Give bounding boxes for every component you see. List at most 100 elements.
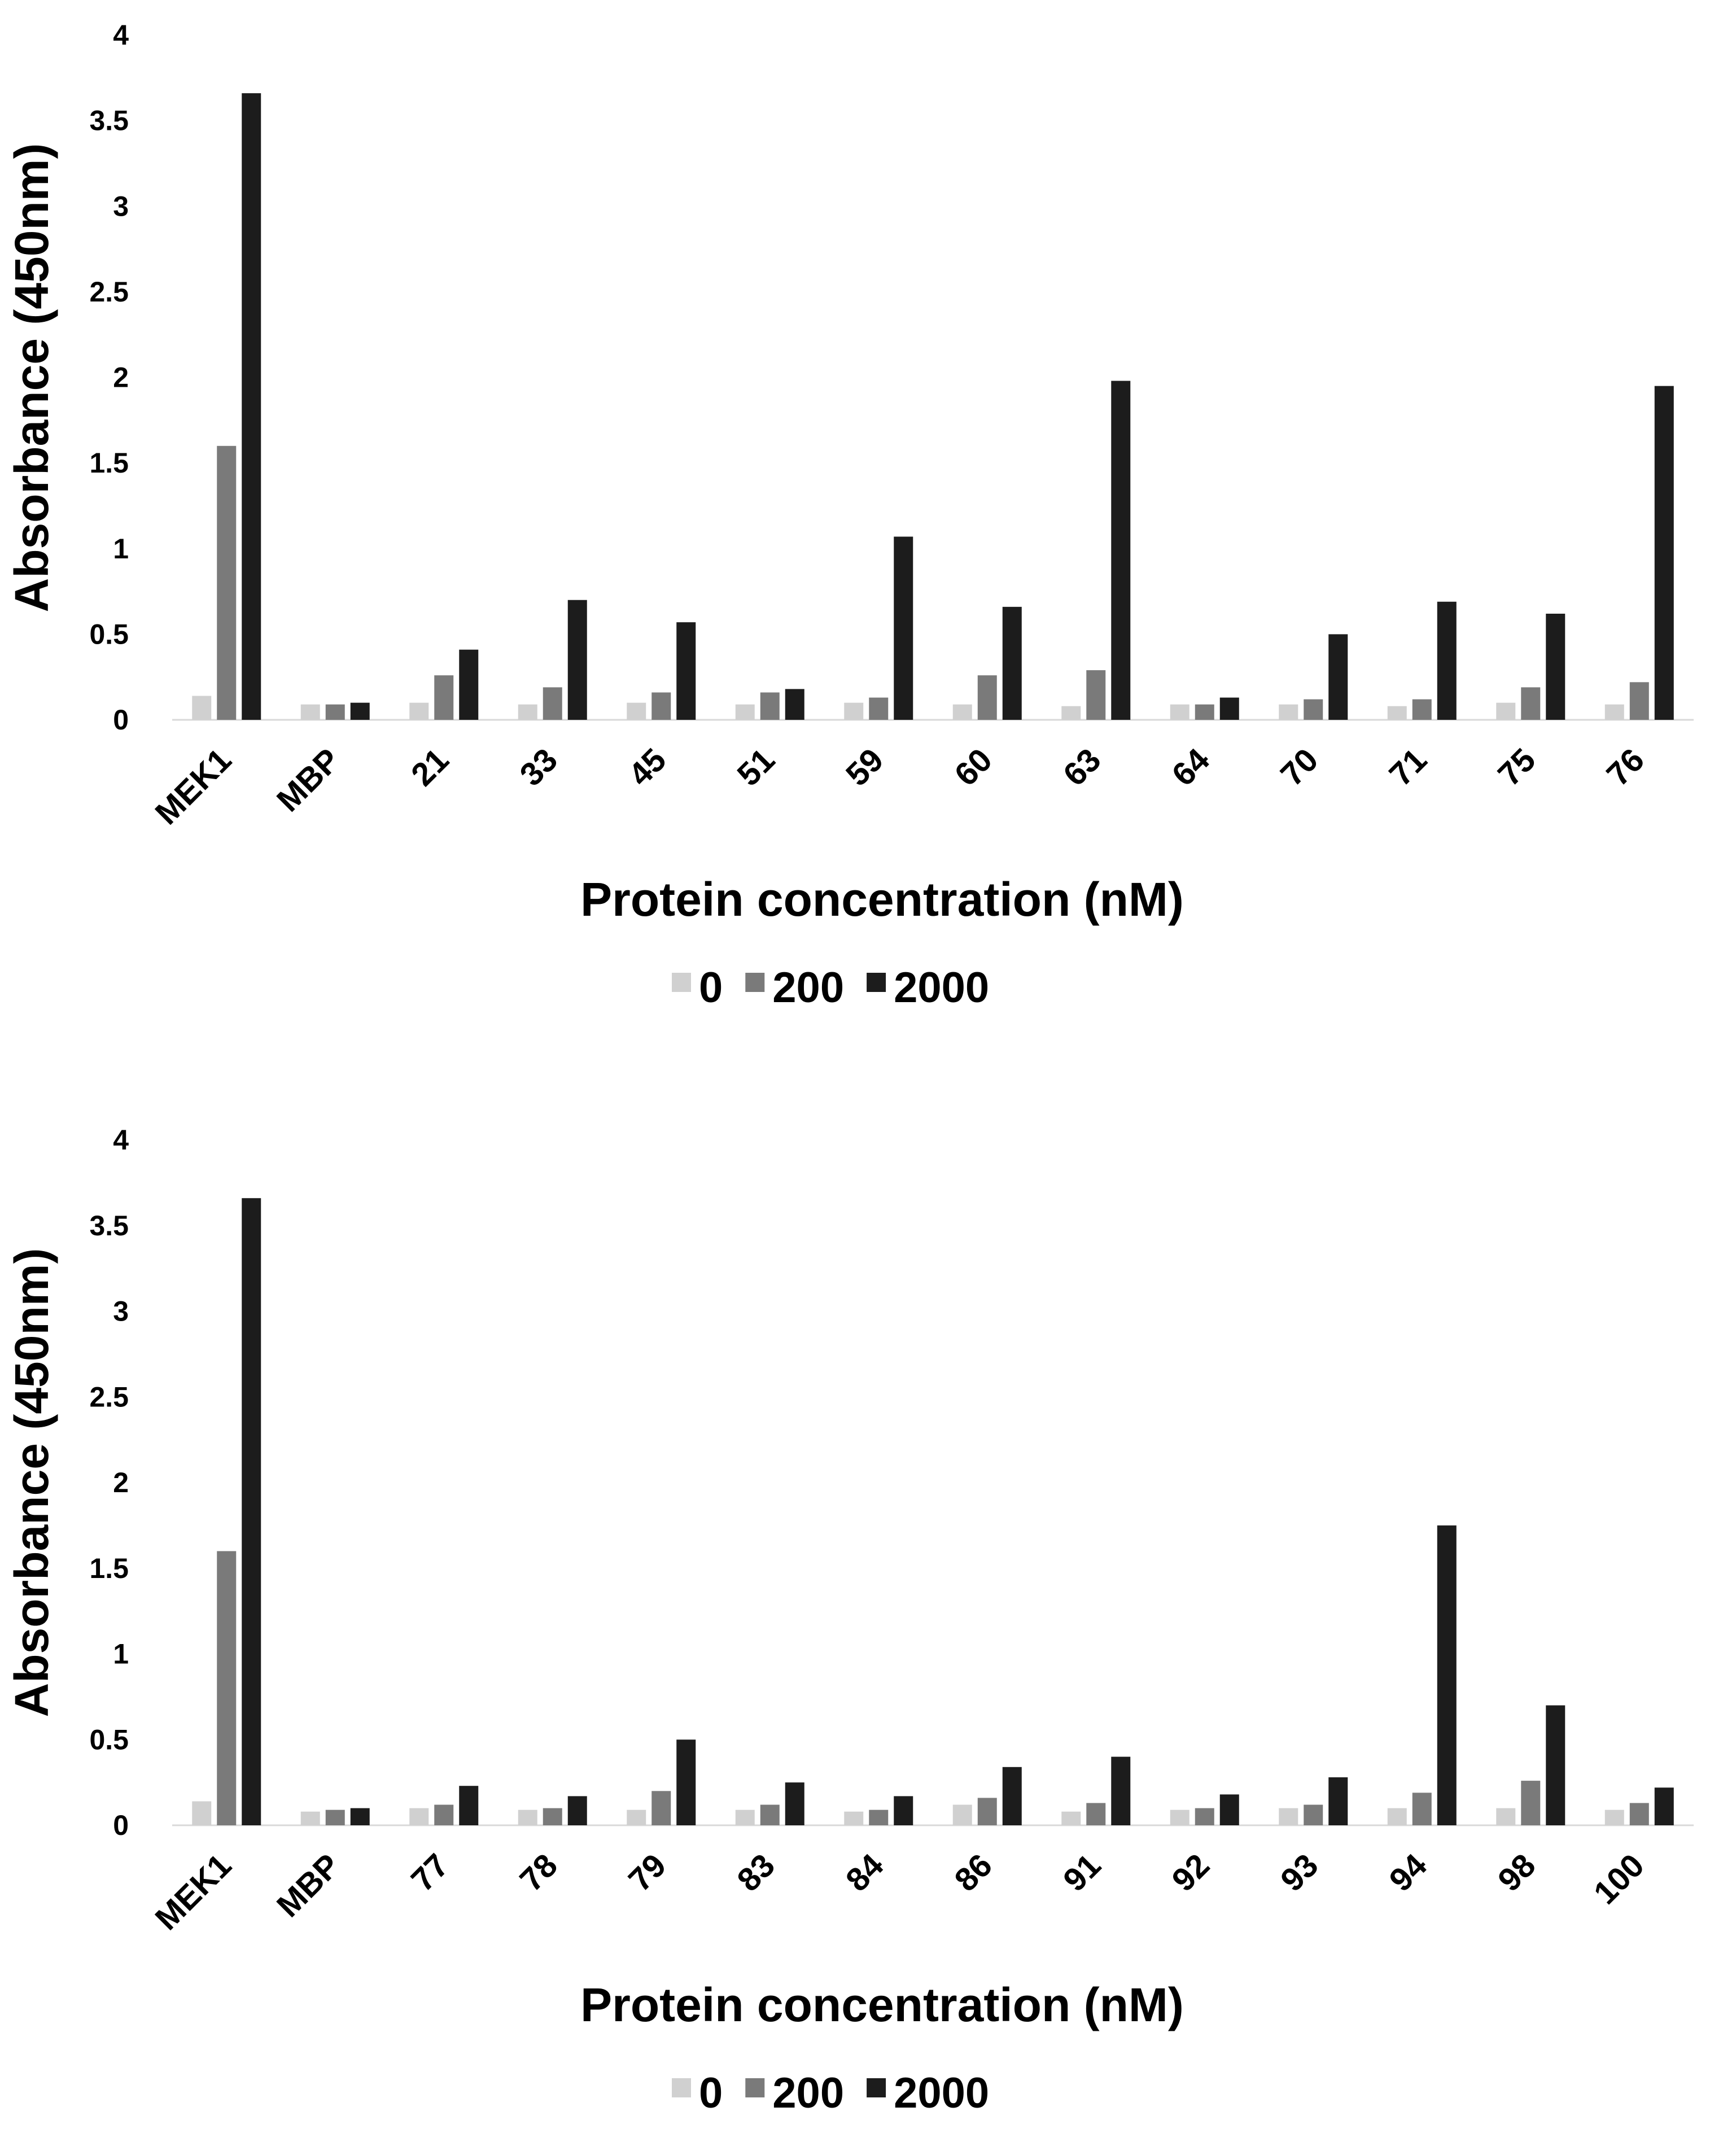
bar-93-200 <box>1304 1804 1323 1825</box>
y-tick-label: 0.5 <box>89 1724 129 1755</box>
bar-76-200 <box>1629 682 1649 720</box>
bar-71-0 <box>1387 706 1407 720</box>
bar-92-2000 <box>1219 1794 1239 1825</box>
x-tick-label: 71 <box>1382 741 1434 793</box>
y-tick-label: 3.5 <box>89 1210 129 1242</box>
legend-swatch-0 <box>672 2078 691 2097</box>
bar-MEK1-0 <box>192 1801 212 1825</box>
y-axis-title: Absorbance (450nm) <box>5 143 58 613</box>
x-axis-ticks: MEK1 MBP 77 78 79 83 84 86 91 92 93 94 98 100 <box>148 1847 1651 1937</box>
legend-swatch-2000 <box>867 2078 886 2097</box>
bar-83-2000 <box>785 1782 804 1825</box>
bar-45-0 <box>627 702 646 720</box>
bar-75-2000 <box>1546 613 1566 720</box>
bar-84-0 <box>844 1811 864 1825</box>
bar-75-0 <box>1496 702 1516 720</box>
bar-MEK1-200 <box>217 1551 237 1825</box>
x-tick-label: MBP <box>270 1847 347 1924</box>
x-tick-label: 83 <box>730 1847 782 1899</box>
legend-swatch-0 <box>672 973 691 992</box>
bar-33-200 <box>543 687 562 720</box>
bar-MBP-200 <box>325 704 345 720</box>
bar-59-0 <box>844 702 864 720</box>
y-tick-label: 2 <box>113 362 129 394</box>
x-axis-title: Protein concentration (nM) <box>580 1978 1184 2031</box>
bar-21-0 <box>409 702 429 720</box>
bar-70-0 <box>1279 704 1298 720</box>
legend-label-2000: 2000 <box>894 964 989 1012</box>
chart-bottom: 0 0.5 1 1.5 2 2.5 3 3.5 4 MEK1 MBP 77 78 79 83 84 86 91 9… <box>5 1124 1694 2117</box>
bar-86-0 <box>952 1804 972 1825</box>
bar-51-200 <box>760 692 780 720</box>
bar-78-2000 <box>567 1796 587 1825</box>
y-tick-label: 2.5 <box>89 1381 129 1413</box>
bar-MBP-200 <box>325 1809 345 1825</box>
bar-71-200 <box>1412 699 1432 720</box>
x-tick-label: 84 <box>839 1847 891 1899</box>
x-tick-label: 100 <box>1587 1847 1651 1911</box>
bar-MBP-0 <box>300 1811 320 1825</box>
bar-84-200 <box>869 1809 889 1825</box>
bar-86-200 <box>977 1798 997 1825</box>
bar-63-2000 <box>1111 381 1131 720</box>
x-tick-label: 64 <box>1165 741 1217 793</box>
x-tick-label: 63 <box>1056 741 1108 793</box>
bar-83-200 <box>760 1804 780 1825</box>
bar-59-200 <box>869 697 889 720</box>
x-tick-label: 33 <box>513 741 565 793</box>
x-tick-label: 76 <box>1599 741 1651 793</box>
bar-64-2000 <box>1219 697 1239 720</box>
y-tick-label: 1.5 <box>89 447 129 479</box>
bar-MBP-0 <box>300 704 320 720</box>
legend-label-200: 200 <box>772 964 844 1012</box>
x-tick-label: 77 <box>404 1847 456 1899</box>
bar-93-2000 <box>1328 1777 1348 1825</box>
legend-label-0: 0 <box>699 2069 723 2117</box>
bar-98-200 <box>1521 1781 1541 1825</box>
bar-60-200 <box>977 675 997 720</box>
bar-79-2000 <box>676 1739 696 1825</box>
bar-79-0 <box>627 1809 646 1825</box>
y-tick-label: 2.5 <box>89 276 129 308</box>
bar-78-0 <box>518 1809 537 1825</box>
x-tick-label: MBP <box>270 741 347 819</box>
bar-MBP-2000 <box>350 702 370 720</box>
bar-100-0 <box>1604 1809 1624 1825</box>
chart-top: 0 0.5 1 1.5 2 2.5 3 3.5 4 MEK1 MBP 21 33 45 51 59 60 63 6… <box>5 19 1694 1012</box>
bar-78-200 <box>543 1808 562 1825</box>
x-tick-label: 21 <box>404 741 456 793</box>
bar-70-200 <box>1304 699 1323 720</box>
x-tick-label: 93 <box>1274 1847 1326 1899</box>
bar-76-2000 <box>1654 386 1674 720</box>
y-tick-label: 3.5 <box>89 105 129 137</box>
x-tick-label: 75 <box>1491 741 1543 793</box>
bar-94-200 <box>1412 1793 1432 1825</box>
bar-94-0 <box>1387 1808 1407 1825</box>
bar-98-2000 <box>1546 1705 1566 1825</box>
bar-60-0 <box>952 704 972 720</box>
bar-94-2000 <box>1437 1525 1457 1825</box>
bar-91-200 <box>1086 1803 1106 1825</box>
bar-MEK1-200 <box>217 445 237 720</box>
bar-100-2000 <box>1654 1787 1674 1825</box>
y-tick-label: 1.5 <box>89 1553 129 1584</box>
y-tick-label: 2 <box>113 1467 129 1498</box>
bar-64-0 <box>1170 704 1190 720</box>
legend-swatch-200 <box>745 973 765 992</box>
bar-86-2000 <box>1002 1767 1022 1825</box>
y-tick-label: 0.5 <box>89 618 129 650</box>
bar-MBP-2000 <box>350 1808 370 1825</box>
bar-MEK1-2000 <box>242 93 261 720</box>
x-tick-label: 70 <box>1274 741 1326 793</box>
bar-75-200 <box>1521 687 1541 720</box>
x-axis-ticks: MEK1 MBP 21 33 45 51 59 60 63 64 70 71 75 76 <box>148 741 1651 832</box>
bar-59-2000 <box>894 536 913 720</box>
bar-51-2000 <box>785 689 804 720</box>
legend-label-200: 200 <box>772 2069 844 2117</box>
y-tick-label: 4 <box>113 19 129 51</box>
legend-label-2000: 2000 <box>894 2069 989 2117</box>
bar-45-2000 <box>676 622 696 720</box>
y-tick-label: 0 <box>113 1809 129 1841</box>
y-tick-label: 4 <box>113 1124 129 1156</box>
